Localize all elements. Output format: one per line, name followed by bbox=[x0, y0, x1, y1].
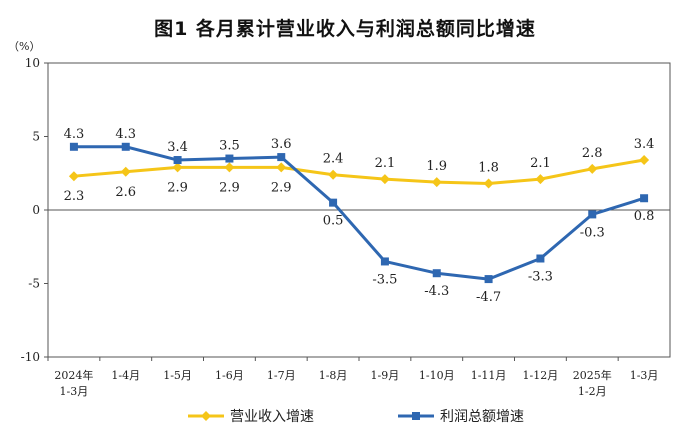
x-tick-label: 1-11月 bbox=[471, 369, 507, 382]
x-tick-label: 1-4月 bbox=[111, 369, 140, 382]
y-unit-label: （%） bbox=[8, 40, 40, 53]
revenue-point bbox=[68, 171, 79, 182]
x-tick-label: 2025年 bbox=[573, 368, 612, 382]
revenue-point bbox=[379, 174, 390, 185]
x-axis: 2024年 1-3月 1-4月 1-5月 1-6月 1-7月 1-8月 1-9月 1-10月 1-… bbox=[47, 357, 659, 398]
revenue-point bbox=[587, 163, 598, 174]
revenue-data-label: 1.8 bbox=[478, 161, 499, 176]
x-tick-label: 1-5月 bbox=[163, 369, 192, 382]
revenue-point bbox=[224, 162, 235, 173]
y-tick-label: 0 bbox=[32, 203, 40, 217]
legend-label: 利润总额增速 bbox=[440, 409, 524, 425]
profit-point bbox=[329, 198, 338, 207]
revenue-point bbox=[328, 169, 339, 180]
profit-data-label: 3.5 bbox=[219, 139, 240, 154]
revenue-data-label: 2.1 bbox=[375, 156, 396, 171]
series-layer bbox=[68, 142, 650, 284]
profit-data-label: 4.3 bbox=[64, 127, 85, 142]
profit-point bbox=[225, 154, 234, 163]
profit-data-label: 4.3 bbox=[115, 127, 136, 142]
profit-data-label: -4.7 bbox=[476, 290, 501, 305]
revenue-data-label: 1.9 bbox=[426, 159, 447, 174]
revenue-point bbox=[535, 174, 546, 185]
y-tick-label: -5 bbox=[28, 277, 40, 291]
profit-data-label: -0.3 bbox=[580, 225, 605, 240]
series-line-1 bbox=[73, 145, 645, 281]
y-tick-label: -10 bbox=[21, 350, 40, 364]
profit-data-label: 3.4 bbox=[167, 140, 188, 155]
x-tick-label: 2024年 bbox=[54, 368, 93, 382]
revenue-data-label: 2.6 bbox=[115, 185, 136, 200]
chart-title: 图1 各月累计营业收入与利润总额同比增速 bbox=[154, 18, 536, 40]
revenue-data-label: 2.8 bbox=[582, 146, 603, 161]
legend-marker bbox=[201, 411, 211, 421]
profit-data-label: 3.6 bbox=[271, 137, 292, 152]
revenue-data-label: 2.9 bbox=[219, 180, 240, 195]
revenue-point bbox=[431, 177, 442, 188]
profit-point bbox=[536, 254, 545, 263]
revenue-data-label: 2.3 bbox=[64, 189, 85, 204]
revenue-point bbox=[276, 162, 287, 173]
data-labels: 2.3 2.6 2.9 2.9 2.9 2.4 2.1 1.9 1.8 2.1 2.8 3.4 4.3 4… bbox=[64, 127, 655, 305]
legend: 营业收入增速 利润总额增速 bbox=[188, 409, 524, 425]
revenue-data-label: 2.1 bbox=[530, 156, 551, 171]
revenue-data-label: 2.9 bbox=[167, 180, 188, 195]
y-axis: -10 -5 0 5 10 （%） bbox=[8, 40, 48, 364]
profit-point bbox=[121, 142, 130, 151]
x-tick-label: 1-6月 bbox=[215, 369, 244, 382]
series-line-0 bbox=[73, 158, 645, 186]
y-tick-label: 10 bbox=[25, 56, 40, 70]
legend-label: 营业收入增速 bbox=[230, 409, 314, 425]
profit-point bbox=[588, 210, 597, 219]
x-tick-label: 1-12月 bbox=[523, 369, 559, 382]
x-tick-label: 1-7月 bbox=[267, 369, 296, 382]
y-tick-label: 5 bbox=[32, 130, 40, 144]
x-tick-label: 1-3月 bbox=[630, 369, 659, 382]
profit-point bbox=[380, 257, 389, 266]
x-tick-label: 1-2月 bbox=[578, 385, 607, 398]
x-tick-label: 1-9月 bbox=[371, 369, 400, 382]
profit-point bbox=[173, 156, 182, 165]
profit-point bbox=[69, 142, 78, 151]
plot-frame bbox=[47, 62, 671, 358]
profit-data-label: 0.5 bbox=[323, 214, 344, 229]
x-tick-label: 1-3月 bbox=[60, 385, 89, 398]
legend-marker bbox=[412, 412, 420, 420]
profit-data-label: -3.3 bbox=[528, 270, 553, 285]
revenue-data-label: 3.4 bbox=[634, 137, 655, 152]
profit-point bbox=[277, 153, 286, 162]
profit-data-label: -4.3 bbox=[424, 284, 449, 299]
x-tick-label: 1-10月 bbox=[419, 369, 455, 382]
profit-point bbox=[640, 194, 649, 203]
revenue-data-label: 2.9 bbox=[271, 180, 292, 195]
revenue-data-label: 2.4 bbox=[323, 152, 344, 167]
profit-data-label: -3.5 bbox=[372, 272, 397, 287]
revenue-point bbox=[639, 155, 650, 166]
profit-data-label: 0.8 bbox=[634, 209, 655, 224]
profit-point bbox=[484, 275, 493, 284]
revenue-point bbox=[483, 178, 494, 189]
profit-point bbox=[432, 269, 441, 278]
revenue-point bbox=[120, 166, 131, 177]
revenue-point bbox=[172, 162, 183, 173]
x-tick-label: 1-8月 bbox=[319, 369, 348, 382]
